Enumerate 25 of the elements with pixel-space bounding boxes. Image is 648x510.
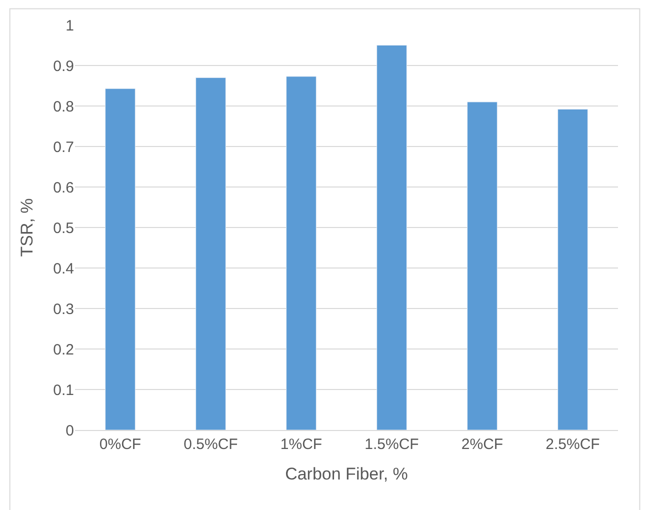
y-tick-label: 1 <box>66 17 74 34</box>
y-tick-label: 0.1 <box>53 382 74 399</box>
y-tick-label: 0.5 <box>53 220 74 237</box>
x-tick-label: 0.5%CF <box>184 436 238 453</box>
y-tick-label: 0.7 <box>53 138 74 156</box>
y-tick-label: 0.8 <box>53 98 74 116</box>
x-axis-title: Carbon Fiber, % <box>285 464 408 484</box>
x-tick-label: 1.5%CF <box>364 436 419 453</box>
bar <box>196 77 226 430</box>
bar <box>558 108 588 430</box>
y-tick-label: 0 <box>66 422 74 440</box>
y-tick-label: 0.6 <box>53 179 74 196</box>
x-tick-label: 1%CF <box>280 436 322 453</box>
y-tick-label: 0.9 <box>53 58 74 75</box>
bar <box>376 45 407 430</box>
bar <box>105 88 136 430</box>
y-tick-label: 0.4 <box>53 260 74 278</box>
x-tick-label: 0%CF <box>99 436 142 453</box>
bar <box>467 102 498 430</box>
x-tick-label: 2%CF <box>461 436 504 453</box>
y-tick-label: 0.2 <box>53 341 74 358</box>
bar <box>286 76 316 430</box>
x-tick-label: 2.5%CF <box>546 436 600 453</box>
y-axis-title: TSR, % <box>18 198 37 257</box>
y-tick-label: 0.3 <box>53 300 74 318</box>
